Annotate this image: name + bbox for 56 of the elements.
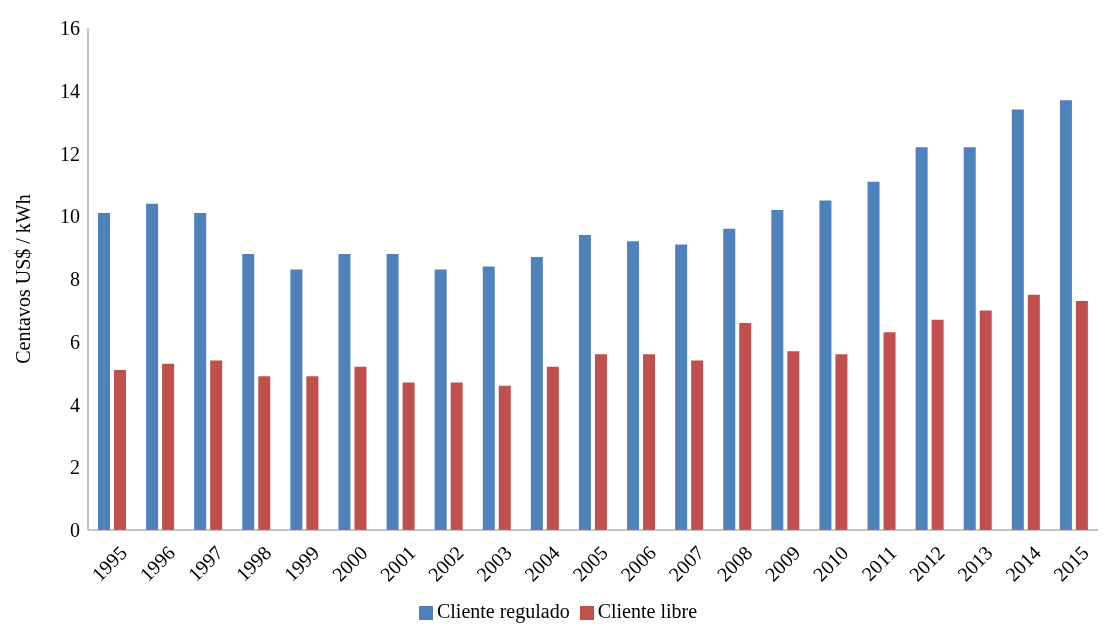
- y-axis-title: Centavos US$ / kWh: [12, 194, 35, 364]
- y-tick-label: 6: [70, 330, 80, 353]
- bar: [210, 360, 223, 530]
- bar: [643, 354, 656, 530]
- bar: [354, 366, 367, 530]
- bar: [1011, 109, 1024, 530]
- bar: [386, 253, 399, 530]
- bar: [691, 360, 704, 530]
- bar: [1075, 300, 1088, 530]
- bar: [771, 209, 784, 530]
- bar: [931, 319, 944, 530]
- bar: [578, 235, 591, 530]
- bar: [114, 369, 126, 530]
- bar: [675, 244, 688, 530]
- bar: [162, 363, 175, 530]
- bar: [1059, 100, 1072, 530]
- bar: [338, 253, 351, 530]
- y-tick-label: 10: [60, 205, 80, 228]
- bar: [194, 213, 207, 530]
- bar: [498, 385, 511, 530]
- y-tick-label: 0: [70, 519, 80, 542]
- bar: [402, 382, 415, 530]
- bar: [594, 354, 607, 530]
- bar: [546, 366, 559, 530]
- bar: [482, 266, 495, 530]
- bar: [739, 322, 752, 530]
- bar: [434, 269, 447, 530]
- bar: [242, 253, 255, 530]
- bar: [627, 241, 640, 530]
- bar: [915, 147, 928, 530]
- bar: [290, 269, 303, 530]
- y-tick-label: 12: [60, 142, 80, 165]
- bar: [450, 382, 463, 530]
- bar: [530, 257, 543, 530]
- y-tick-label: 14: [60, 79, 80, 102]
- y-tick-label: 16: [60, 17, 80, 40]
- y-tick-label: 4: [70, 393, 80, 416]
- x-tick-label: 1999: [279, 541, 324, 586]
- bar: [819, 200, 832, 530]
- bar: [867, 181, 880, 530]
- bar: [258, 376, 271, 530]
- bar: [963, 147, 976, 530]
- bar: [835, 354, 848, 530]
- bar: [723, 228, 736, 530]
- bar: [306, 376, 319, 530]
- legend-label: Cliente libre: [597, 600, 698, 622]
- y-tick-label: 8: [70, 268, 80, 291]
- x-tick-label: 1998: [231, 541, 276, 586]
- bar: [146, 203, 159, 530]
- bar: [98, 213, 110, 530]
- bar: [787, 351, 800, 530]
- legend-label: Cliente regulado: [436, 600, 570, 622]
- bar: [1027, 294, 1040, 530]
- y-tick-label: 2: [70, 456, 80, 479]
- bar: [883, 332, 896, 530]
- bar: [979, 310, 992, 530]
